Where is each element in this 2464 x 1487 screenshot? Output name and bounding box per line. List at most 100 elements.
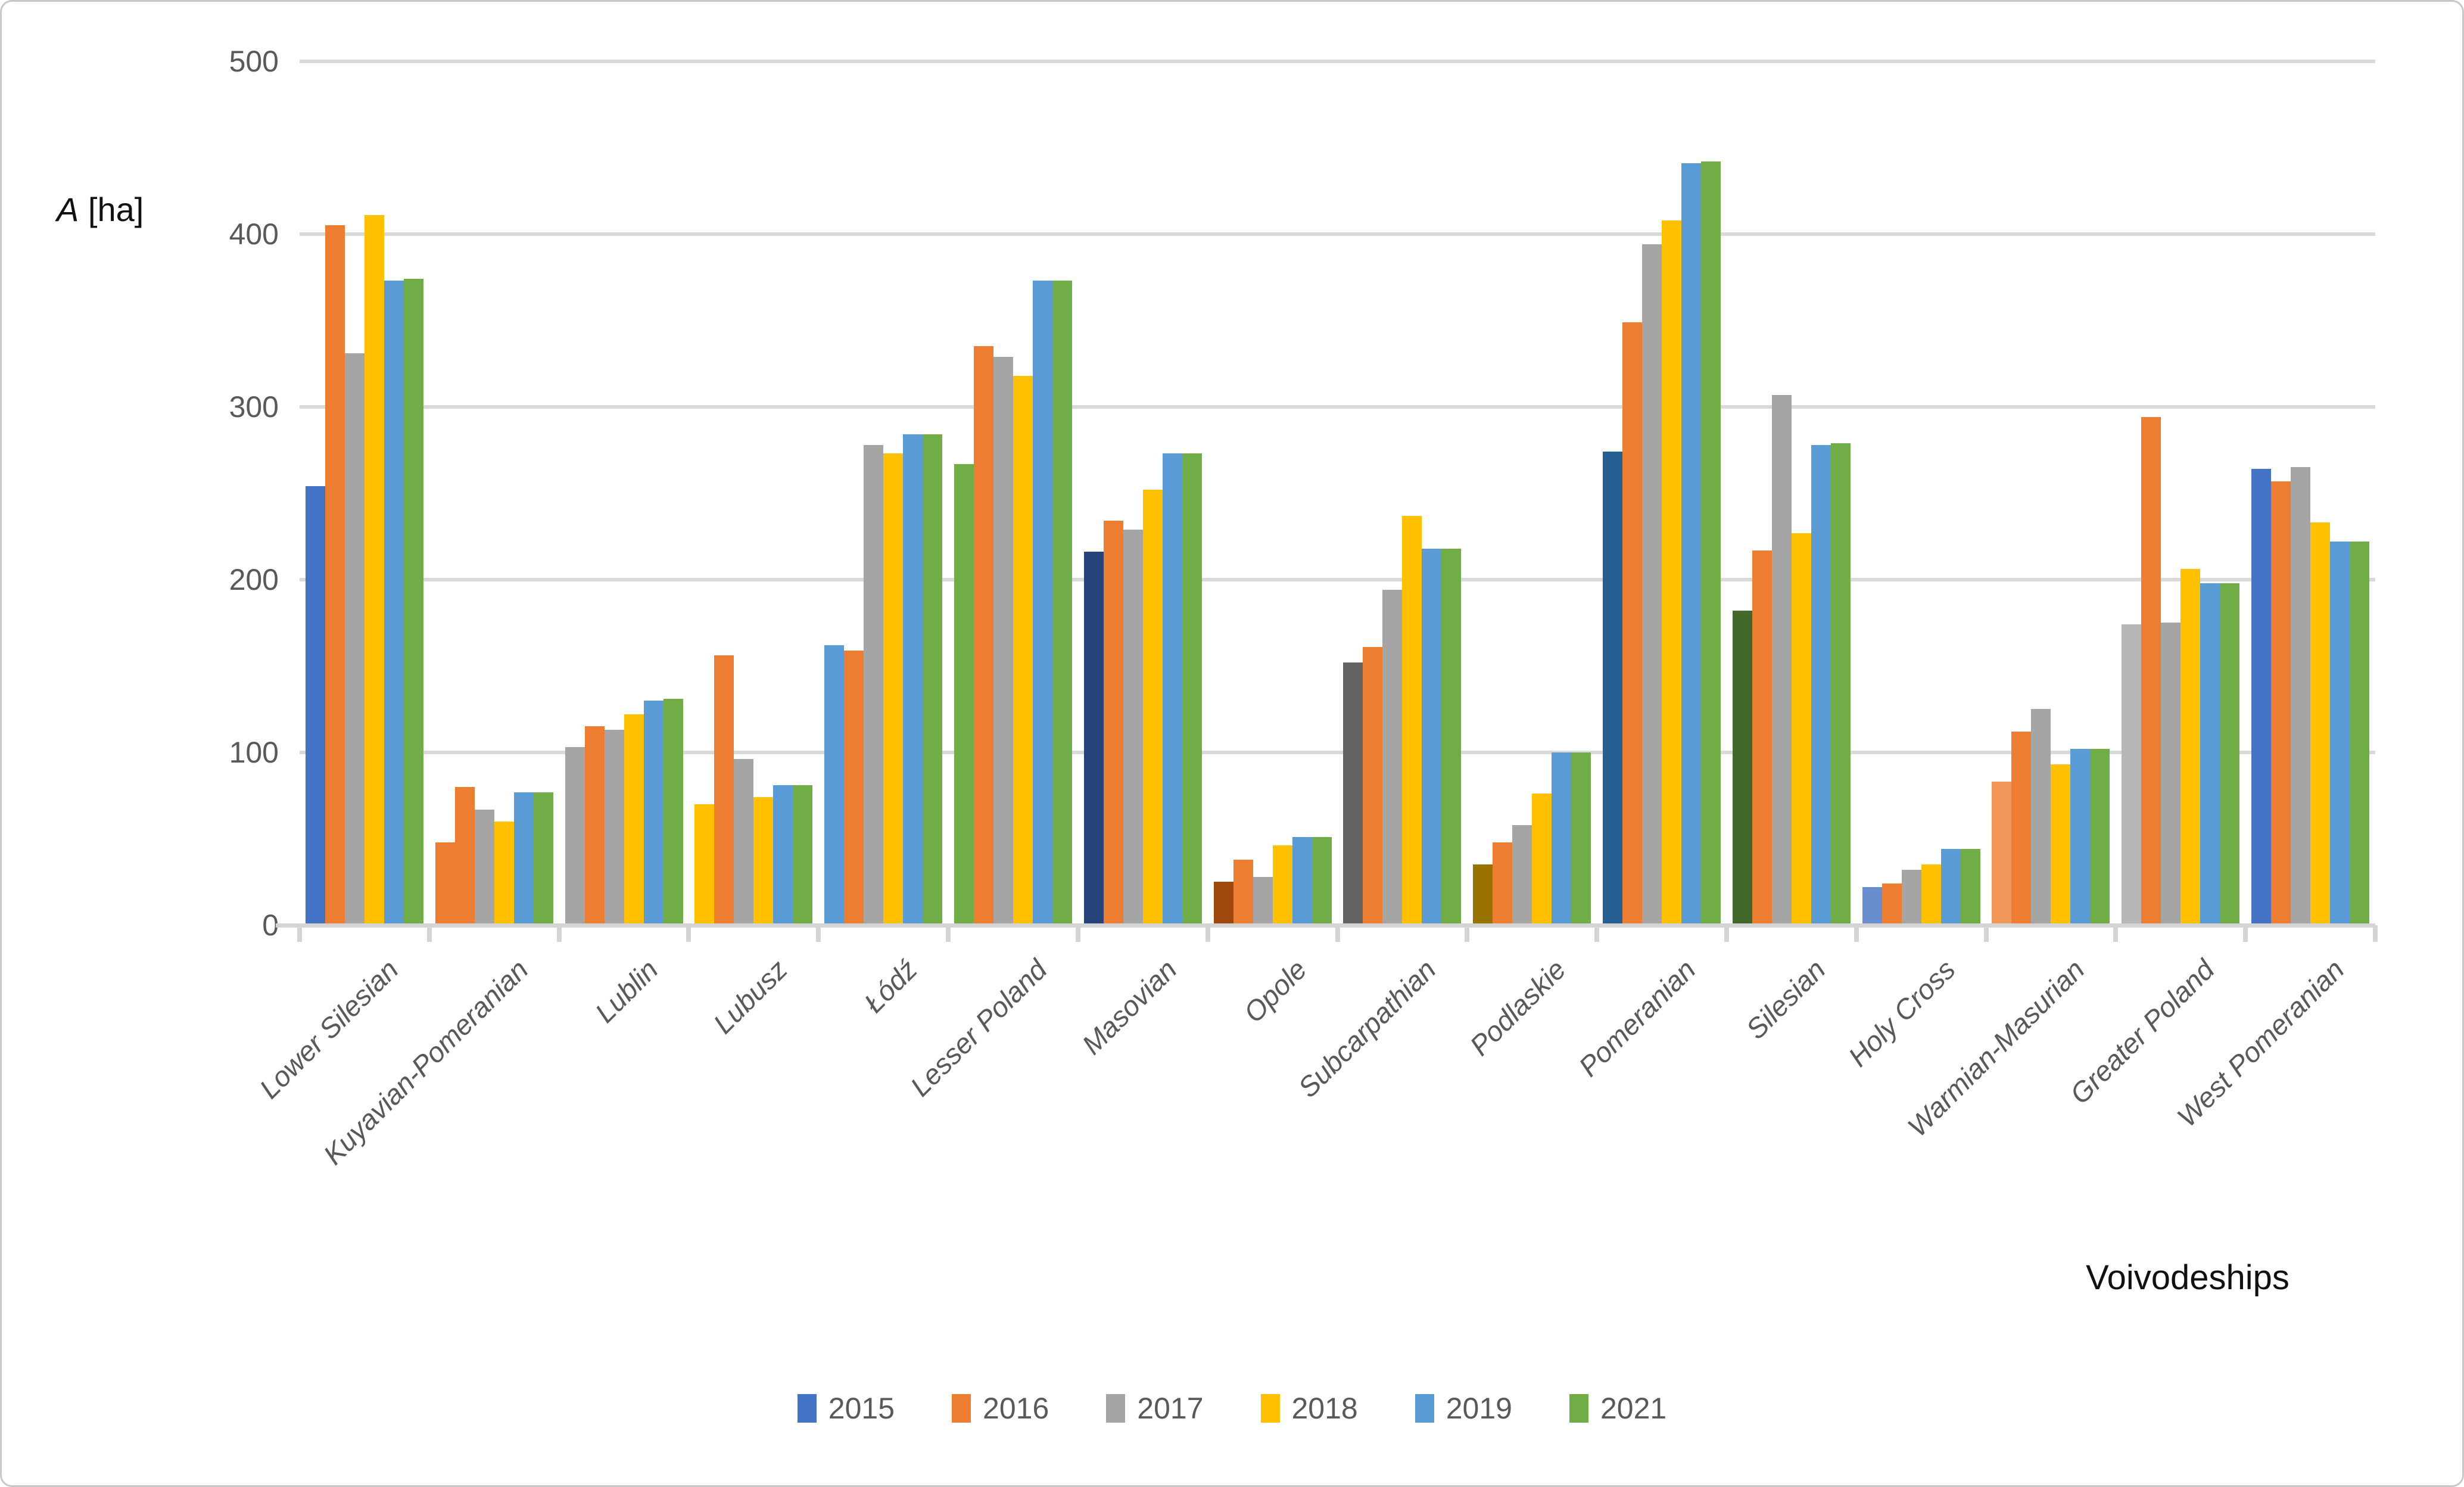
y-axis-title: A [ha] (57, 190, 144, 229)
x-axis-tick (1724, 925, 1729, 942)
x-axis-tick (1983, 925, 1989, 942)
bar-2018-opole (1273, 845, 1292, 923)
bar-2017-holy-cross (1902, 870, 1921, 923)
bar-2015-podlaskie (1473, 864, 1493, 923)
legend-swatch-icon-2018 (1260, 1394, 1280, 1423)
bar-2018-lower-silesian (365, 215, 384, 923)
bar-2017-kuyavian-pomeranian (475, 810, 494, 923)
x-axis-tick (556, 925, 562, 942)
bar-2015-warmian-masurian (1992, 782, 2011, 923)
x-axis-tick (946, 925, 951, 942)
legend-label-2017: 2017 (1137, 1392, 1204, 1425)
bar-2019-lesser-poland (1033, 281, 1052, 923)
bar-2018-pomeranian (1662, 220, 1681, 923)
bar-2021-opole (1312, 837, 1332, 923)
bar-2018-greater-poland (2180, 569, 2200, 923)
legend: 2015 2016 2017 2018 2019 2021 (2, 1393, 2462, 1423)
bar-2019-lublin (644, 701, 663, 923)
bar-2015-opole (1214, 882, 1233, 923)
x-axis-title: Voivodeships (2086, 1258, 2289, 1297)
legend-swatch-icon-2019 (1415, 1394, 1434, 1423)
x-axis-tick (2243, 925, 2248, 942)
bar-2015-silesian (1733, 611, 1752, 923)
x-axis-line (276, 923, 2375, 928)
x-axis-tick (2113, 925, 2119, 942)
legend-label-2021: 2021 (1600, 1392, 1667, 1425)
bar-2018-holy-cross (1921, 864, 1941, 923)
bar-2017-warmian-masurian (2031, 709, 2051, 923)
legend-swatch-icon-2015 (797, 1394, 817, 1423)
bar-2021-lesser-poland (1052, 281, 1072, 923)
bar-2019-kuyavian-pomeranian (514, 792, 534, 923)
x-axis-tick (816, 925, 821, 942)
bar-2021--d- (923, 434, 942, 923)
y-axis-title-variable: A (57, 191, 79, 228)
legend-swatch-icon-2021 (1569, 1394, 1588, 1423)
bar-2017-lesser-poland (993, 357, 1013, 923)
bar-2017-pomeranian (1642, 244, 1662, 923)
y-tick-label-400: 400 (229, 217, 279, 251)
bar-2015-lower-silesian (306, 486, 325, 923)
bar-2017-greater-poland (2161, 623, 2180, 923)
x-axis-tick (1465, 925, 1470, 942)
legend-label-2018: 2018 (1291, 1392, 1358, 1425)
bar-2017-lublin (605, 730, 624, 923)
y-tick-label-100: 100 (229, 736, 279, 769)
bar-2016-holy-cross (1882, 884, 1902, 923)
bar-2018-kuyavian-pomeranian (494, 822, 514, 923)
bar-2017-opole (1253, 877, 1273, 923)
y-tick-label-500: 500 (229, 45, 279, 78)
legend-label-2016: 2016 (983, 1392, 1049, 1425)
bar-2021-west-pomeranian (2350, 542, 2369, 923)
bar-2021-podlaskie (1571, 752, 1591, 923)
bar-2016-warmian-masurian (2011, 732, 2031, 923)
bar-2017-masovian (1123, 530, 1143, 923)
gridline-300 (300, 405, 2375, 409)
bar-2017-silesian (1772, 395, 1792, 923)
y-tick-label-300: 300 (229, 390, 279, 424)
legend-item-2017: 2017 (1106, 1392, 1204, 1425)
legend-swatch-icon-2017 (1106, 1394, 1126, 1423)
bar-2018-west-pomeranian (2310, 522, 2330, 923)
bar-2021-lower-silesian (404, 279, 423, 923)
bar-2015-greater-poland (2122, 624, 2141, 923)
bar-2016-lublin (585, 726, 605, 923)
bar-2018-podlaskie (1532, 794, 1552, 923)
bar-2019-west-pomeranian (2330, 542, 2350, 923)
bar-2019-holy-cross (1941, 849, 1961, 923)
bar-2016-silesian (1752, 550, 1772, 923)
bar-2019-silesian (1811, 445, 1831, 923)
y-axis-title-unit: [ha] (79, 191, 144, 228)
bar-2019-pomeranian (1681, 163, 1701, 923)
bar-2021-subcarpathian (1441, 549, 1461, 923)
bar-2015-lubusz (694, 804, 714, 923)
bar-2015-holy-cross (1862, 887, 1882, 923)
bar-2015-pomeranian (1603, 452, 1622, 923)
bar-2019-masovian (1163, 453, 1182, 923)
y-tick-label-200: 200 (229, 563, 279, 596)
x-axis-tick (1075, 925, 1080, 942)
bar-2021-kuyavian-pomeranian (534, 792, 553, 923)
bar-2015-west-pomeranian (2251, 469, 2271, 923)
bar-2018-masovian (1143, 490, 1163, 923)
bar-2019-lower-silesian (384, 281, 404, 923)
bar-2019--d- (903, 434, 923, 923)
legend-swatch-icon-2016 (952, 1394, 971, 1423)
y-tick-label-0: 0 (262, 909, 279, 942)
bar-2016-masovian (1104, 521, 1123, 923)
bar-2015-masovian (1084, 552, 1104, 923)
bar-2021-greater-poland (2220, 583, 2239, 923)
x-axis-tick (1854, 925, 1859, 942)
bar-2016-pomeranian (1622, 322, 1642, 923)
bar-2017-west-pomeranian (2291, 467, 2310, 923)
legend-item-2019: 2019 (1415, 1393, 1512, 1423)
legend-label-2015: 2015 (828, 1392, 895, 1425)
bar-2017--d- (864, 445, 883, 923)
bar-2019-lubusz (773, 785, 793, 923)
bar-2017-podlaskie (1512, 825, 1532, 923)
legend-item-2016: 2016 (952, 1393, 1049, 1423)
bar-2016--d- (844, 651, 864, 923)
bar-2016-subcarpathian (1363, 647, 1382, 923)
gridline-200 (300, 578, 2375, 581)
x-axis-tick (297, 925, 302, 942)
